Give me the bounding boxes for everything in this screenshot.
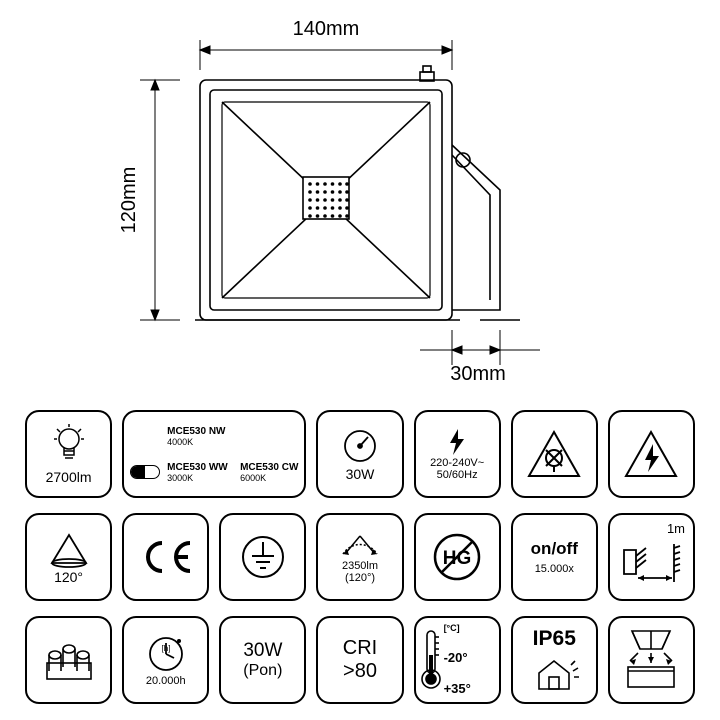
tile-no-light-source bbox=[511, 410, 598, 498]
variant-cw-model: MCE530 CW bbox=[240, 462, 298, 473]
reflector-icon bbox=[618, 625, 684, 695]
bulb-icon bbox=[52, 423, 86, 469]
earth-icon bbox=[238, 532, 288, 582]
temp-min: -20° bbox=[444, 650, 471, 665]
temp-unit: [°C] bbox=[444, 624, 471, 634]
no-bulb-triangle-icon bbox=[524, 426, 584, 482]
power-value: 30W bbox=[346, 466, 375, 482]
ce-icon bbox=[136, 535, 196, 579]
thermo-icon bbox=[418, 625, 444, 695]
distance-value: 1m bbox=[667, 521, 685, 536]
variant-nw-temp: 4000K bbox=[167, 437, 225, 447]
tile-earth bbox=[219, 513, 306, 601]
spec-row-2: 120° 2350lm (120°) HG on/off 15.000x 1m bbox=[0, 513, 720, 616]
ip-value: IP65 bbox=[533, 627, 576, 651]
tile-lifetime: [h] 20.000h bbox=[122, 616, 209, 704]
variant-ww-model: MCE530 WW bbox=[167, 462, 228, 473]
lifetime-value: 20.000h bbox=[146, 675, 186, 687]
terminals-icon bbox=[39, 633, 99, 687]
technical-drawing: 140mm 120mm bbox=[0, 0, 720, 400]
dial-icon bbox=[340, 426, 380, 466]
svg-text:HG: HG bbox=[443, 548, 472, 569]
variant-ww-temp: 3000K bbox=[167, 473, 228, 483]
cri-value: >80 bbox=[343, 660, 377, 683]
voltage-line2: 50/60Hz bbox=[437, 469, 478, 481]
temp-max: +35° bbox=[444, 681, 471, 696]
cone-icon bbox=[44, 529, 94, 569]
tile-effective-lumen: 2350lm (120°) bbox=[316, 513, 403, 601]
tile-ip-rating: IP65 bbox=[511, 616, 598, 704]
tile-ce bbox=[122, 513, 209, 601]
house-icon bbox=[529, 651, 579, 693]
switch-count: 15.000x bbox=[535, 563, 574, 575]
capsule-icon bbox=[130, 465, 160, 479]
eff-lumen-value: 2350lm bbox=[342, 560, 378, 572]
cri-label: CRI bbox=[343, 637, 377, 660]
tile-connector bbox=[25, 616, 112, 704]
tile-temperature: [°C] -20° +35° bbox=[414, 616, 501, 704]
hg-slash-icon: HG bbox=[430, 530, 484, 584]
variant-cw-temp: 6000K bbox=[240, 473, 298, 483]
tile-no-hg: HG bbox=[414, 513, 501, 601]
variant-nw-model: MCE530 NW bbox=[167, 426, 225, 437]
arc-icon bbox=[335, 530, 385, 560]
spec-row-1: 2700lm MCE530 NW 4000K MCE530 WW 3000K M… bbox=[0, 400, 720, 513]
tile-switching: on/off 15.000x bbox=[511, 513, 598, 601]
rated-power-value: 30W bbox=[243, 640, 282, 662]
tile-beam-angle: 120° bbox=[25, 513, 112, 601]
tile-cri: CRI >80 bbox=[316, 616, 403, 704]
tile-electric-warning bbox=[608, 410, 695, 498]
bolt-triangle-icon bbox=[621, 426, 681, 482]
lumen-value: 2700lm bbox=[46, 469, 92, 485]
tile-lumen: 2700lm bbox=[25, 410, 112, 498]
spec-row-3: [h] 20.000h 30W (Pon) CRI >80 [°C] -20° … bbox=[0, 616, 720, 719]
dim-width-label: 140mm bbox=[293, 18, 360, 40]
hour-clock-icon: [h] bbox=[145, 633, 187, 675]
svg-text:[h]: [h] bbox=[161, 644, 170, 653]
distance-icon bbox=[616, 536, 686, 586]
beam-value: 120° bbox=[54, 569, 83, 585]
tile-voltage: 220-240V~ 50/60Hz bbox=[414, 410, 501, 498]
eff-lumen-angle: (120°) bbox=[345, 572, 375, 584]
voltage-line1: 220-240V~ bbox=[430, 457, 484, 469]
tile-color-variants: MCE530 NW 4000K MCE530 WW 3000K MCE530 C… bbox=[122, 410, 306, 498]
tile-power: 30W bbox=[316, 410, 403, 498]
tile-reflector-panel bbox=[608, 616, 695, 704]
tile-distance: 1m bbox=[608, 513, 695, 601]
dim-depth-label: 30mm bbox=[450, 363, 506, 385]
rated-power-sub: (Pon) bbox=[243, 662, 282, 680]
dim-height-label: 120mm bbox=[118, 167, 140, 234]
switch-label: on/off bbox=[531, 539, 578, 559]
tile-rated-power: 30W (Pon) bbox=[219, 616, 306, 704]
bolt-icon bbox=[444, 427, 470, 457]
